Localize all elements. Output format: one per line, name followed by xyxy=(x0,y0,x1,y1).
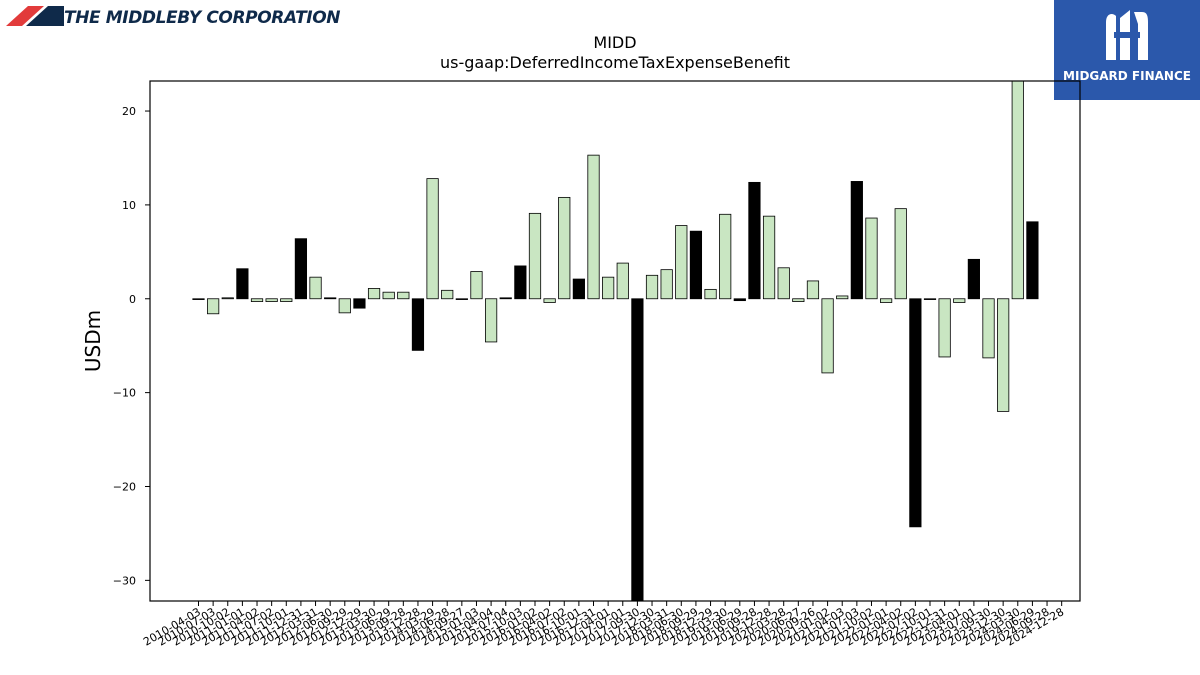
bar-2017-04-01 xyxy=(602,276,615,300)
company-logo-mark-icon xyxy=(6,6,64,26)
y-tick-label: 20 xyxy=(122,105,136,118)
bar-2017-12-30 xyxy=(645,274,659,300)
bar-2011-01-01 xyxy=(236,268,249,300)
bar-2022-07-02 xyxy=(909,298,922,528)
bar-2023-09-30 xyxy=(982,298,995,359)
y-tick-label: −10 xyxy=(113,387,136,400)
bar-2021-04-03 xyxy=(836,295,849,300)
chart-title: MIDD xyxy=(593,33,636,52)
chart-subtitle: us-gaap:DeferredIncomeTaxExpenseBenefit xyxy=(440,53,790,72)
plot-frame xyxy=(149,80,1081,602)
bar-2012-06-30 xyxy=(324,297,337,300)
bar-2020-06-27 xyxy=(792,298,805,302)
bar-2015-01-03 xyxy=(470,271,483,300)
bar-2021-10-02 xyxy=(865,217,878,300)
bar-2019-03-30 xyxy=(719,213,732,300)
bar-2018-06-30 xyxy=(675,225,688,300)
bar-2022-12-31 xyxy=(938,298,951,358)
bar-2012-03-31 xyxy=(309,276,322,300)
y-tick-label: 10 xyxy=(122,199,136,212)
bar-2019-12-28 xyxy=(762,215,776,300)
bar-2015-04-04 xyxy=(484,298,498,343)
y-tick-label: −30 xyxy=(113,574,136,587)
bar-2021-01-02 xyxy=(821,298,834,374)
bar-2024-06-29 xyxy=(1026,221,1039,300)
y-axis-ticks: −30 −20 −10 0 10 20 xyxy=(113,105,150,587)
y-tick-label: −20 xyxy=(113,480,136,493)
bar-2010-07-03 xyxy=(207,298,220,315)
bar-2016-12-31 xyxy=(587,154,600,300)
bar-2020-09-26 xyxy=(806,280,820,300)
bar-2014-03-29 xyxy=(426,178,439,300)
bar-2012-09-29 xyxy=(338,298,351,314)
bar-2011-10-01 xyxy=(280,298,293,302)
bar-2013-06-29 xyxy=(382,291,395,300)
x-axis-ticks: 2010-04-032010-07-032010-10-022011-01-01… xyxy=(141,601,1066,649)
bar-2013-12-28 xyxy=(411,298,425,351)
y-tick-label: 0 xyxy=(129,293,136,306)
bar-2017-09-30 xyxy=(631,298,644,602)
bar-2020-03-28 xyxy=(777,267,790,300)
company-logo: THE MIDDLEBY CORPORATION xyxy=(6,6,340,30)
bar-2019-06-29 xyxy=(733,298,746,302)
bar-2018-12-29 xyxy=(704,288,717,300)
bar-2023-07-01 xyxy=(967,258,980,300)
bar-2011-07-02 xyxy=(265,298,278,302)
bar-2023-04-01 xyxy=(953,298,966,303)
bar-2022-01-01 xyxy=(880,298,893,303)
bar-2010-04-03 xyxy=(192,298,205,300)
bar-2022-04-02 xyxy=(894,208,907,300)
bar-2014-09-27 xyxy=(455,298,468,300)
brand-name: MIDGARD FINANCE xyxy=(1063,69,1191,83)
bars xyxy=(192,80,1039,602)
bar-2014-06-28 xyxy=(441,289,454,300)
bar-2019-09-28 xyxy=(748,181,761,300)
bar-2011-12-31 xyxy=(294,238,308,300)
bar-2016-04-02 xyxy=(543,298,556,303)
brand-monogram-icon xyxy=(1106,10,1148,60)
bar-2023-12-30 xyxy=(997,298,1010,412)
bar-2021-07-03 xyxy=(850,181,863,300)
bar-2010-10-02 xyxy=(221,297,234,300)
bar-2018-09-29 xyxy=(689,230,703,300)
bar-2011-04-02 xyxy=(250,298,264,302)
bar-2015-10-03 xyxy=(514,265,527,300)
bar-2013-03-30 xyxy=(367,288,381,300)
brand-logo: MIDGARD FINANCE xyxy=(1054,0,1200,100)
bar-2022-10-01 xyxy=(923,298,937,300)
bar-2024-03-30 xyxy=(1011,80,1024,300)
bar-2015-07-04 xyxy=(499,297,512,300)
y-axis-label: USDm xyxy=(81,310,105,372)
bar-2016-10-01 xyxy=(572,278,585,300)
bar-2016-01-02 xyxy=(528,212,542,300)
bar-2018-03-31 xyxy=(660,269,673,300)
bar-2012-12-29 xyxy=(353,298,366,309)
company-name: THE MIDDLEBY CORPORATION xyxy=(64,8,341,28)
bar-2016-07-02 xyxy=(558,196,571,300)
bar-2013-09-28 xyxy=(397,291,410,300)
bar-2017-07-01 xyxy=(616,262,629,300)
